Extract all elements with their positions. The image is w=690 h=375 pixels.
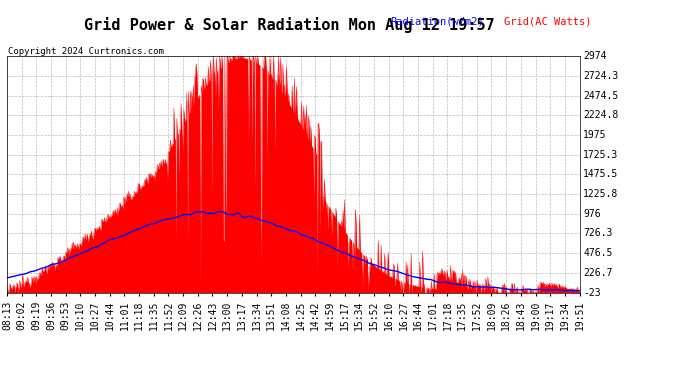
Text: 976: 976 — [583, 209, 601, 219]
Text: 2474.5: 2474.5 — [583, 91, 618, 101]
Text: Radiation(w/m2): Radiation(w/m2) — [390, 17, 484, 27]
Text: 1475.5: 1475.5 — [583, 170, 618, 179]
Text: Grid(AC Watts): Grid(AC Watts) — [504, 17, 591, 27]
Text: 226.7: 226.7 — [583, 268, 613, 278]
Text: 1975: 1975 — [583, 130, 607, 140]
Text: 2974: 2974 — [583, 51, 607, 61]
Text: 2724.3: 2724.3 — [583, 71, 618, 81]
Text: 1725.3: 1725.3 — [583, 150, 618, 160]
Text: Grid Power & Solar Radiation Mon Aug 12 19:57: Grid Power & Solar Radiation Mon Aug 12 … — [84, 17, 495, 33]
Text: 1225.8: 1225.8 — [583, 189, 618, 199]
Text: Copyright 2024 Curtronics.com: Copyright 2024 Curtronics.com — [8, 47, 164, 56]
Text: 726.3: 726.3 — [583, 228, 613, 238]
Text: -23: -23 — [583, 288, 601, 297]
Text: 2224.8: 2224.8 — [583, 110, 618, 120]
Text: 476.5: 476.5 — [583, 248, 613, 258]
